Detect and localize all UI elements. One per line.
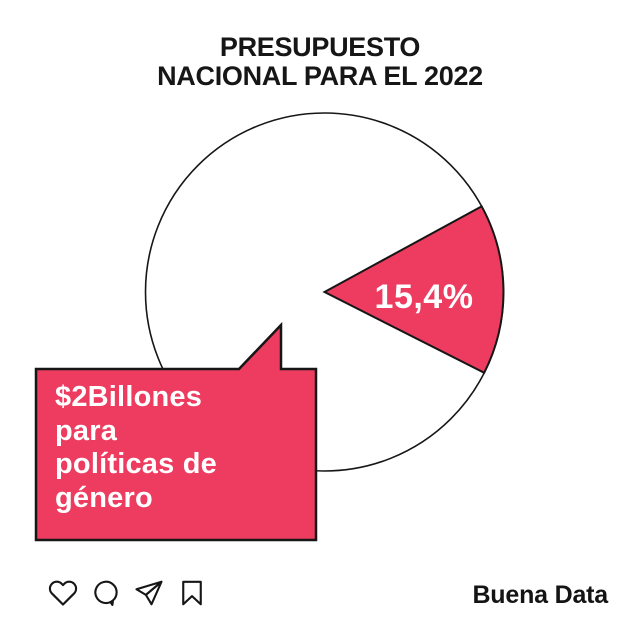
brand-logo-text: Buena Data bbox=[472, 581, 608, 609]
callout-line-4: género bbox=[55, 481, 153, 514]
callout-line-2: para bbox=[55, 414, 118, 447]
like-heart-icon[interactable] bbox=[48, 578, 78, 608]
callout-line-3: políticas de bbox=[55, 448, 217, 480]
callout-text: $2Billones para políticas de género bbox=[55, 381, 305, 515]
page-title-line1: PRESUPUESTO bbox=[219, 32, 421, 62]
page-title: PRESUPUESTO NACIONAL PARA EL 2022 bbox=[0, 33, 640, 91]
share-send-icon[interactable] bbox=[134, 578, 164, 608]
pie-slice-percent-label: 15,4% bbox=[375, 278, 474, 316]
callout-bubble bbox=[34, 321, 318, 542]
callout-line-1: $2Billones bbox=[55, 381, 203, 413]
social-actions-bar bbox=[48, 578, 207, 608]
pie-highlight-slice bbox=[322, 204, 505, 375]
page-title-line2: NACIONAL PARA EL 2022 bbox=[157, 61, 483, 91]
comment-bubble-icon[interactable] bbox=[91, 578, 121, 608]
save-bookmark-icon[interactable] bbox=[177, 578, 207, 608]
